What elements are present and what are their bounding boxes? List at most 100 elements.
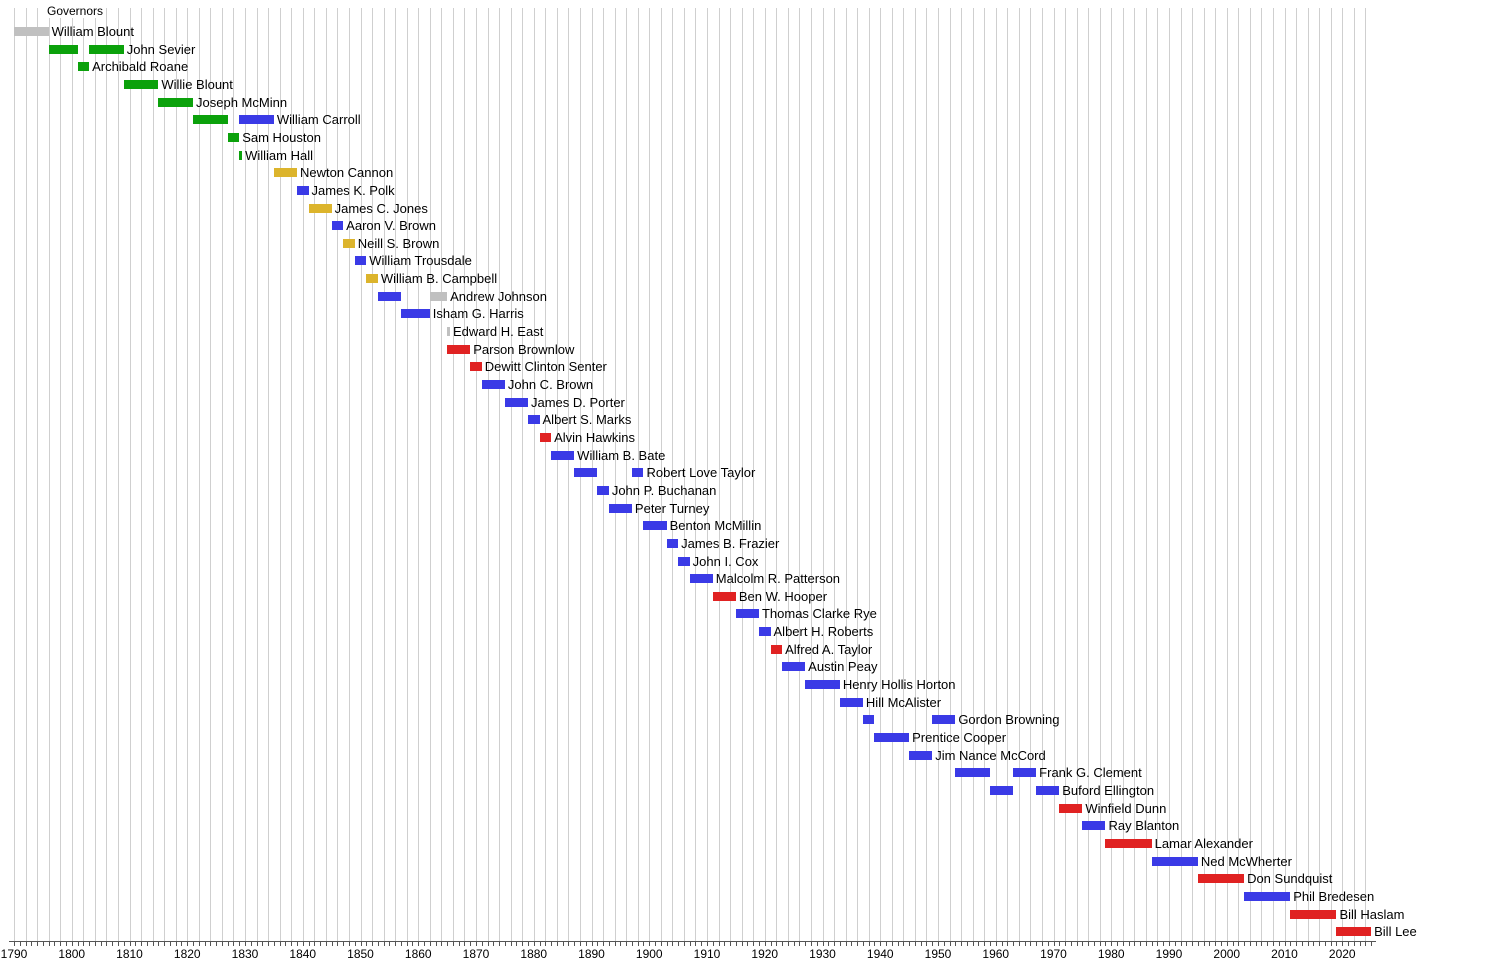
term-bar: [377, 291, 401, 301]
axis-tick: [354, 942, 356, 946]
governor-name-label: Ray Blanton: [1108, 818, 1180, 834]
gridline: [210, 8, 212, 941]
axis-year-label: 1950: [924, 947, 952, 961]
axis-tick: [1122, 942, 1124, 946]
axis-tick: [851, 942, 853, 946]
gridline: [961, 8, 963, 941]
axis-tick: [649, 942, 651, 946]
governor-name-label: William Trousdale: [369, 253, 472, 269]
axis-tick: [447, 942, 449, 946]
axis-year-label: 1910: [693, 947, 721, 961]
axis-tick: [672, 942, 674, 946]
governor-name-label: James K. Polk: [311, 182, 395, 198]
gridline: [441, 8, 443, 941]
term-bar: [481, 380, 505, 389]
term-bar: [227, 132, 240, 142]
gridline: [556, 8, 558, 941]
governor-name-label: Aaron V. Brown: [346, 218, 437, 234]
governor-name-label: John I. Cox: [692, 553, 759, 569]
axis-tick: [735, 942, 737, 946]
axis-tick: [758, 942, 760, 946]
axis-tick: [1013, 942, 1015, 946]
term-bar: [735, 609, 759, 619]
axis-tick: [874, 942, 876, 946]
axis-tick: [1324, 942, 1326, 946]
axis-tick: [920, 942, 922, 946]
axis-tick: [429, 942, 431, 946]
gridline: [1041, 8, 1043, 941]
axis-tick: [424, 942, 426, 946]
axis-tick: [770, 942, 772, 946]
gridline: [626, 8, 628, 941]
governor-name-label: Bill Lee: [1374, 924, 1417, 940]
axis-tick: [978, 942, 980, 946]
axis-tick: [343, 942, 345, 946]
governor-name-label: Isham G. Harris: [432, 306, 524, 322]
gridline: [926, 8, 928, 941]
term-bar: [14, 27, 49, 36]
governor-name-label: Prentice Cooper: [912, 730, 1007, 745]
gridline: [71, 8, 73, 941]
axis-tick: [614, 942, 616, 946]
axis-tick: [1174, 942, 1176, 946]
gridline: [429, 8, 431, 941]
gridline: [707, 8, 708, 941]
axis-tick: [83, 942, 85, 946]
gridline: [1134, 8, 1136, 941]
gridline: [938, 8, 939, 941]
axis-tick: [1336, 942, 1338, 946]
gridline: [857, 8, 859, 941]
axis-tick: [1284, 942, 1286, 946]
axis-tick: [193, 942, 195, 946]
gridline: [94, 8, 96, 941]
gridline: [822, 8, 824, 941]
axis-tick: [1365, 942, 1367, 946]
term-bar: [839, 697, 863, 707]
axis-tick: [1307, 942, 1309, 946]
axis-tick: [1267, 942, 1269, 946]
axis-tick: [1203, 942, 1205, 946]
axis-tick: [1059, 942, 1061, 946]
term-bar: [643, 521, 667, 531]
gridline: [37, 8, 39, 941]
term-bar: [239, 150, 243, 160]
axis-tick: [141, 942, 143, 946]
gridline: [868, 8, 870, 941]
term-bar: [712, 591, 736, 601]
gridline: [141, 8, 143, 941]
governor-name-label: Robert Love Taylor: [646, 465, 756, 481]
gridline: [1088, 8, 1090, 941]
governor-name-label: Newton Cannon: [299, 165, 394, 181]
gridline: [949, 8, 951, 941]
gridline: [187, 8, 189, 941]
axis-tick: [106, 942, 108, 946]
governor-name-label: Don Sundquist: [1247, 871, 1333, 887]
gridline: [314, 8, 316, 941]
axis-year-label: 1820: [173, 947, 201, 961]
gridline: [510, 8, 512, 941]
governor-name-label: Archibald Roane: [92, 59, 189, 75]
axis-tick: [285, 942, 287, 946]
gridline: [683, 8, 685, 941]
axis-tick: [198, 942, 200, 946]
axis-year-label: 1900: [635, 947, 663, 961]
axis-tick: [562, 942, 564, 946]
gridline: [914, 8, 916, 941]
gridline: [152, 8, 154, 941]
term-bar: [77, 62, 90, 72]
axis-tick: [25, 942, 27, 946]
axis-year-label: 1840: [289, 947, 317, 961]
term-bar: [193, 115, 228, 125]
term-bar: [354, 256, 367, 266]
axis-year-label: 1920: [751, 947, 779, 961]
axis-tick: [1261, 942, 1263, 946]
governor-name-label: Ned McWherter: [1200, 853, 1292, 869]
governor-name-label: Malcolm R. Patterson: [715, 571, 841, 587]
axis-tick: [995, 942, 997, 946]
gridline: [302, 8, 304, 941]
axis-tick: [1319, 942, 1321, 946]
axis-tick: [591, 942, 593, 946]
governor-name-label: Buford Ellington: [1062, 782, 1155, 798]
axis-tick: [325, 942, 327, 946]
